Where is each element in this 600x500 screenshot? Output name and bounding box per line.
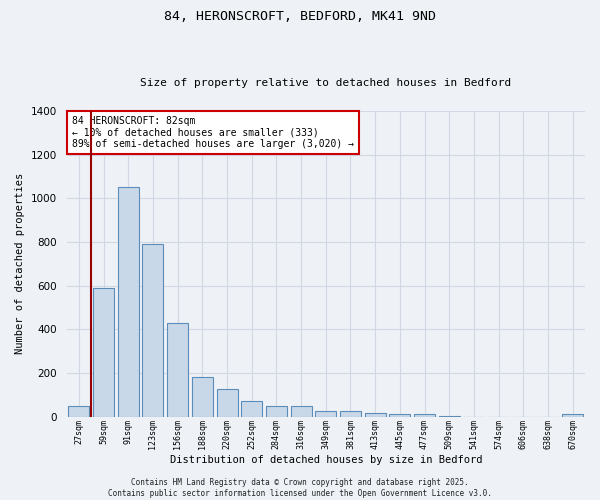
Bar [93,288,114,416]
Bar [389,414,410,416]
Bar [142,244,163,416]
Bar [217,390,238,416]
Bar [290,406,311,416]
Bar [266,406,287,416]
Text: 84 HERONSCROFT: 82sqm
← 10% of detached houses are smaller (333)
89% of semi-det: 84 HERONSCROFT: 82sqm ← 10% of detached … [72,116,354,149]
Bar [562,414,583,416]
Y-axis label: Number of detached properties: Number of detached properties [15,173,25,354]
Bar [315,411,336,416]
Bar [340,411,361,416]
Title: Size of property relative to detached houses in Bedford: Size of property relative to detached ho… [140,78,511,88]
Bar [68,406,89,416]
Bar [365,412,386,416]
Bar [241,402,262,416]
Bar [414,414,435,416]
Text: 84, HERONSCROFT, BEDFORD, MK41 9ND: 84, HERONSCROFT, BEDFORD, MK41 9ND [164,10,436,23]
Bar [167,323,188,416]
Bar [192,378,213,416]
X-axis label: Distribution of detached houses by size in Bedford: Distribution of detached houses by size … [170,455,482,465]
Text: Contains HM Land Registry data © Crown copyright and database right 2025.
Contai: Contains HM Land Registry data © Crown c… [108,478,492,498]
Bar [118,188,139,416]
